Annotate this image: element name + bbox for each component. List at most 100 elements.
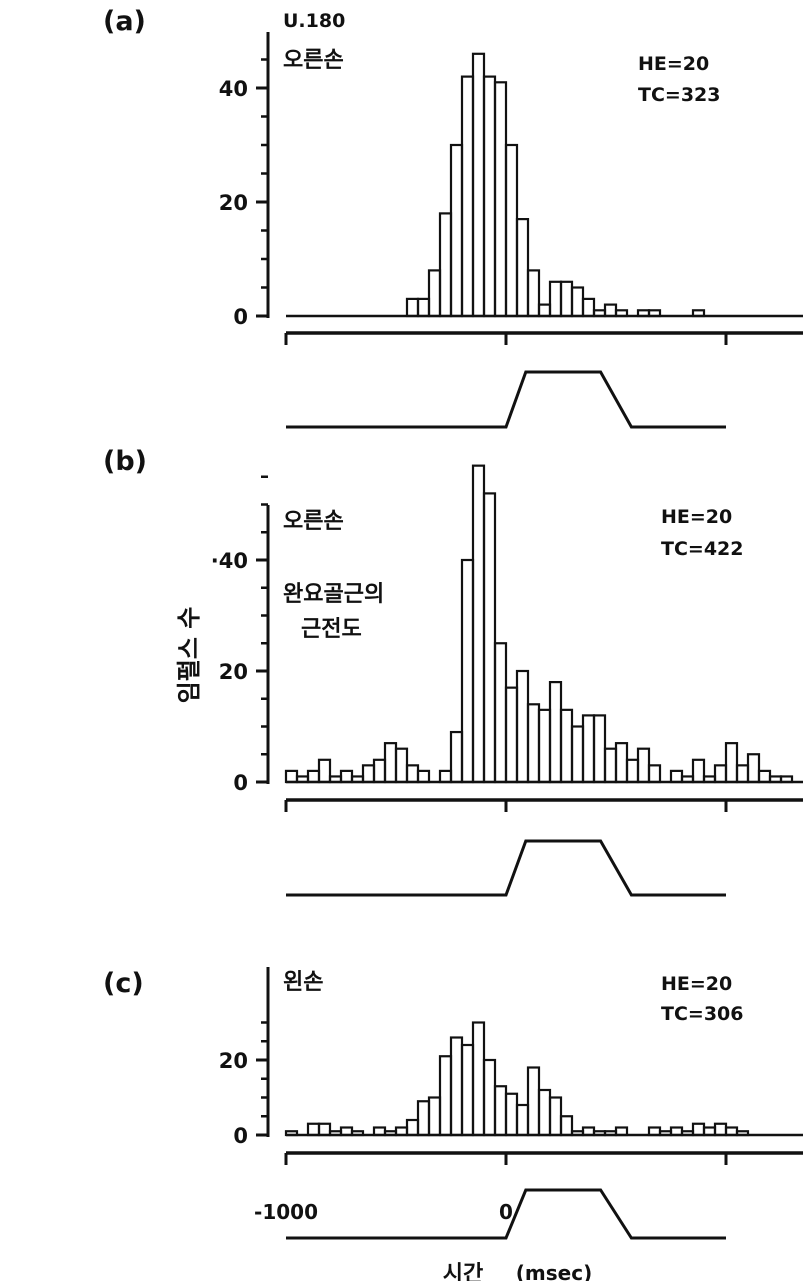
histogram-bin xyxy=(482,75,497,318)
histogram-bin xyxy=(537,303,552,318)
histogram-bin xyxy=(735,764,750,784)
histogram-bin xyxy=(328,775,343,784)
histogram-bin xyxy=(504,686,519,784)
histogram-bin xyxy=(416,297,431,318)
histogram-bin xyxy=(570,1130,585,1137)
histogram-bin xyxy=(592,1130,607,1137)
histogram-bin xyxy=(614,1126,629,1137)
tc-label-a: TC=323 xyxy=(638,84,721,106)
y-tick-label: 0 xyxy=(233,1124,248,1148)
histogram-bin xyxy=(570,725,585,784)
histogram-bin xyxy=(493,81,508,318)
histogram-bin xyxy=(658,1130,673,1137)
histogram-bin xyxy=(691,309,706,318)
histogram-bin xyxy=(350,775,365,784)
histogram-bin xyxy=(647,764,662,784)
histogram-bin xyxy=(383,1130,398,1137)
histogram-bin xyxy=(713,764,728,784)
histogram-bin xyxy=(306,1122,321,1137)
panel-a: (a) 오른손 HE=20 TC=323 0 20 40 xyxy=(103,6,803,429)
histogram-bin xyxy=(757,769,772,784)
histogram-bin xyxy=(636,309,651,318)
histogram-bin xyxy=(779,775,794,784)
histogram-bin xyxy=(416,769,431,784)
stimulus-trace xyxy=(286,1188,726,1240)
histogram-bin xyxy=(680,1130,695,1137)
histogram-bin xyxy=(625,758,640,784)
panel-c: (c) 왼손 HE=20 TC=306 0 20 xyxy=(103,967,803,1240)
histogram-bin xyxy=(482,492,497,784)
y-tick-label: 40 xyxy=(219,77,248,101)
histogram-bin xyxy=(350,1130,365,1137)
histogram-bin xyxy=(537,1088,552,1137)
histogram-b xyxy=(284,464,803,812)
histogram-bin xyxy=(581,297,596,318)
condition-label-b: 오른손 xyxy=(283,509,344,534)
histogram-bin xyxy=(383,742,398,784)
histogram-bin xyxy=(394,747,409,784)
y-tick-label: ·40 xyxy=(211,549,248,573)
histogram-bin xyxy=(460,558,475,784)
histogram-bin xyxy=(526,1066,541,1137)
histogram-bin xyxy=(339,769,354,784)
histogram-bin xyxy=(713,1122,728,1137)
histogram-bin xyxy=(471,464,486,784)
histogram-bin xyxy=(526,269,541,318)
stimulus-trace-b xyxy=(286,839,726,897)
histogram-bin xyxy=(449,143,464,318)
histogram-bin xyxy=(438,1055,453,1137)
histogram-bin xyxy=(405,297,420,318)
histogram-bin xyxy=(438,769,453,784)
histogram-bin xyxy=(515,1103,530,1137)
annotation-line-2: 근전도 xyxy=(301,617,362,642)
histogram-bin xyxy=(317,1122,332,1137)
histogram-bin xyxy=(768,775,783,784)
y-ticks-a: 0 20 40 xyxy=(219,32,270,329)
histogram-bin xyxy=(570,286,585,318)
y-tick-label: 20 xyxy=(219,191,248,215)
histogram-bin xyxy=(405,764,420,784)
condition-label-a: 오른손 xyxy=(283,48,344,73)
histogram-bin xyxy=(548,1096,563,1137)
histogram-bin xyxy=(559,280,574,318)
histogram-bin xyxy=(614,742,629,784)
y-tick-label: 20 xyxy=(219,1049,248,1073)
histogram-bin xyxy=(493,642,508,784)
histogram-bin xyxy=(603,1130,618,1137)
histogram-bin xyxy=(405,1118,420,1137)
histogram-bin xyxy=(603,303,618,318)
histogram-bin xyxy=(647,309,662,318)
x-axis-label: 시간 xyxy=(443,1262,483,1281)
histogram-bin xyxy=(460,75,475,318)
x-tick-label-minus-1000: -1000 xyxy=(254,1200,318,1224)
histogram-bin xyxy=(614,309,629,318)
histogram-bin xyxy=(735,1130,750,1137)
histogram-bin xyxy=(427,1096,442,1137)
histogram-bin xyxy=(592,714,607,784)
histogram-bin xyxy=(504,143,519,318)
histogram-bin xyxy=(449,730,464,784)
histogram-bin xyxy=(691,1122,706,1137)
y-tick-label: 0 xyxy=(233,771,248,795)
histogram-bin xyxy=(284,769,299,784)
histogram-bin xyxy=(427,269,442,318)
histogram-bin xyxy=(592,309,607,318)
condition-label-c: 왼손 xyxy=(283,970,323,995)
tc-label-c: TC=306 xyxy=(661,1003,744,1025)
histogram-bin xyxy=(372,758,387,784)
panel-label-c: (c) xyxy=(103,968,144,999)
histogram-bin xyxy=(603,747,618,784)
stimulus-trace-a xyxy=(286,370,726,429)
histogram-bin xyxy=(581,714,596,784)
histogram-bin xyxy=(515,669,530,784)
histogram-bin xyxy=(548,680,563,784)
histogram-bin xyxy=(691,758,706,784)
unit-label: U.180 xyxy=(283,10,345,32)
y-ticks-c: 0 20 xyxy=(219,967,270,1148)
histogram-bin xyxy=(559,708,574,784)
histogram-bin xyxy=(438,212,453,318)
histogram-bin xyxy=(284,1130,299,1137)
histogram-bin xyxy=(504,1092,519,1137)
he-label-c: HE=20 xyxy=(661,973,732,995)
